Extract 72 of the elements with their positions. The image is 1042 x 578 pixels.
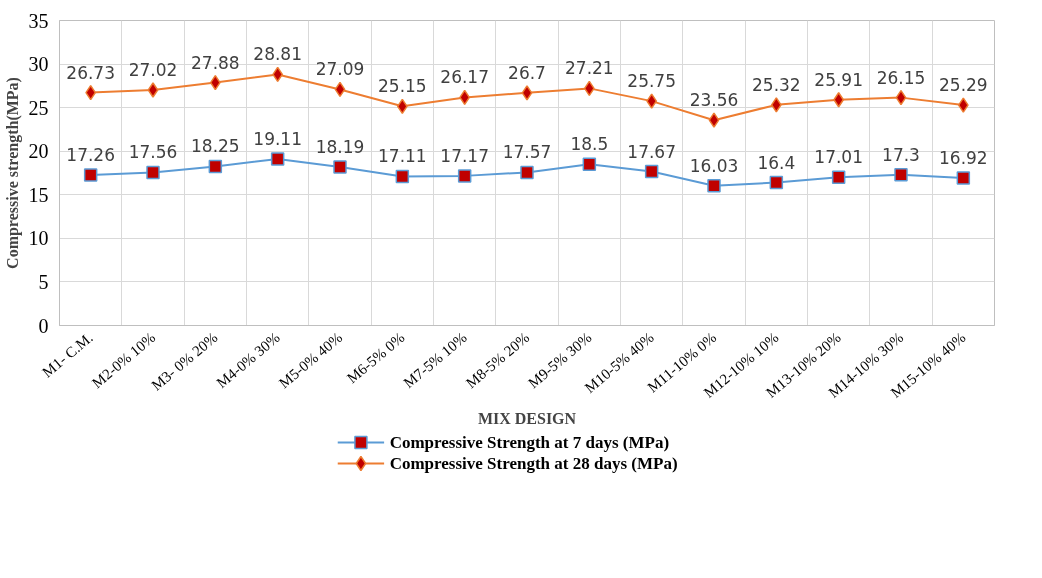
point [147,82,159,98]
point [582,157,597,172]
point [520,165,534,180]
y-tick-label: 30 [28,53,49,76]
x-axis-title: MIX DESIGN [477,409,577,427]
point [770,97,782,113]
legend-label: Compressive Strength at 7 days (MPa) [389,433,670,452]
point [957,97,969,113]
point [209,74,221,91]
point [894,167,908,182]
point [334,81,346,98]
data-label: 25.91 [814,69,863,90]
data-label: 28.81 [253,44,302,65]
data-label: 27.88 [191,52,240,73]
point [459,89,471,106]
y-tick-label: 35 [28,9,49,32]
point [272,66,284,83]
data-label: 17.57 [502,142,552,163]
point [583,80,595,97]
point [707,179,721,193]
data-label: 16.03 [689,155,739,176]
point [833,91,845,108]
data-label: 17.11 [378,146,427,167]
point [270,152,285,166]
point [146,165,160,180]
point [396,98,408,115]
data-label: 17.26 [66,145,115,166]
data-label: 27.21 [565,58,614,79]
point [457,169,472,183]
y-tick-label: 10 [28,227,49,250]
data-label: 19.11 [253,128,302,149]
data-label: 16.4 [757,152,796,173]
y-tick-label: 0 [38,314,49,337]
point [333,160,347,174]
point [395,169,410,184]
data-label: 17.17 [440,145,489,166]
y-tick-label: 15 [28,183,49,206]
data-label: 17.56 [128,142,178,163]
data-label: 25.75 [627,71,676,92]
y-axis-title: Compressive strength(MPa) [3,77,22,269]
legend-label: Compressive Strength at 28 days (MPa) [389,454,678,473]
y-tick-label: 5 [38,270,49,293]
point [85,84,97,101]
data-label: 27.09 [315,59,365,80]
data-label: 25.32 [752,74,801,95]
data-label: 18.19 [315,136,365,157]
point [521,85,533,101]
data-label: 17.3 [882,144,920,165]
data-label: 18.25 [191,136,240,157]
data-label: 25.15 [378,76,427,97]
point [83,168,98,182]
data-label: 27.02 [128,60,178,81]
point [831,170,846,185]
data-label: 26.7 [508,62,546,83]
data-label: 16.92 [939,148,988,169]
point [644,164,659,179]
data-label: 23.56 [689,90,739,111]
data-label: 26.15 [876,67,926,88]
data-label: 26.17 [440,67,489,88]
data-label: 26.73 [66,62,115,83]
point [956,171,971,185]
data-label: 25.29 [939,75,988,96]
data-label: 17.67 [627,141,676,162]
point [708,112,720,128]
y-tick-label: 20 [28,140,49,163]
point [895,89,907,106]
point [769,175,784,190]
data-label: 17.01 [814,147,863,168]
data-label: 18.5 [570,134,609,155]
point [646,93,658,109]
y-tick-label: 25 [28,96,49,119]
point [208,159,223,174]
